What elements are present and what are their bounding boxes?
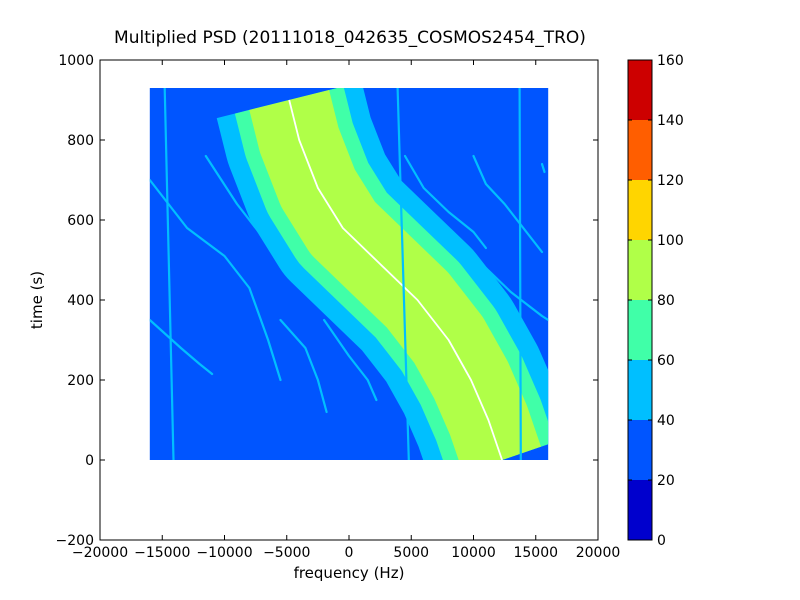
x-tick-label: −10000 [196,545,252,561]
colorbar-tick-label: 20 [657,473,675,489]
colorbar-segment [628,60,652,120]
y-tick-label: 200 [67,373,94,389]
x-tick-label: 10000 [451,545,496,561]
faint-line-5 [403,154,487,250]
x-tick-label: −5000 [263,545,310,561]
colorbar-segment [628,480,652,540]
heatmap-layer [149,88,549,460]
axes: −20000 −15000 −10000 −5000 0 5000 10000 15000 20… [56,53,621,561]
x-tick-label: −15000 [134,545,190,561]
faint-line-3 [149,318,214,376]
faint-line-2 [204,154,332,306]
colorbar-segment [628,360,652,420]
short-mark [540,162,546,174]
colorbar: 0 20 40 60 80 100 120 140 160 [627,53,684,549]
y-axis-label: time (s) [28,271,46,329]
vertical-line-2 [396,88,410,460]
x-axis-label: frequency (Hz) [294,564,405,582]
faint-line-8 [323,318,378,402]
y-tick-label: 1000 [58,53,94,69]
colorbar-segment [628,120,652,180]
x-tick-label: 5000 [393,545,429,561]
x-tick-label: 0 [345,545,354,561]
faint-line-4 [279,318,328,414]
colorbar-tick-label: 60 [657,353,675,369]
heatmap-data [149,88,549,460]
y-tick-label: −200 [56,533,94,549]
colorbar-tick-label: 140 [657,113,684,129]
colorbar-segment [628,240,652,300]
plot-area: −20000 −15000 −10000 −5000 0 5000 10000 15000 20… [56,53,621,561]
y-tick-label: 0 [85,453,94,469]
y-tick-label: 600 [67,213,94,229]
x-tick-label: −20000 [72,545,128,561]
colorbar-segment [628,180,652,240]
x-tick-label: 20000 [576,545,621,561]
colorbar-tick-label: 120 [657,173,684,189]
vertical-line-3 [518,88,522,460]
main-signal-peak [288,99,503,460]
vertical-line-1 [163,88,175,460]
colorbar-segment [628,300,652,360]
faint-line-7 [484,266,549,322]
y-tick-label: 400 [67,293,94,309]
colorbar-tick-label: 80 [657,293,675,309]
faint-line-6 [472,154,544,254]
chart-title: Multiplied PSD (20111018_042635_COSMOS24… [114,28,586,48]
colorbar-tick-label: 100 [657,233,684,249]
colorbar-segment [628,420,652,480]
colorbar-tick-label: 40 [657,413,675,429]
colorbar-tick-label: 0 [657,533,666,549]
y-tick-label: 800 [67,133,94,149]
x-tick-label: 15000 [513,545,558,561]
colorbar-tick-label: 160 [657,53,684,69]
faint-line-1 [149,178,282,382]
